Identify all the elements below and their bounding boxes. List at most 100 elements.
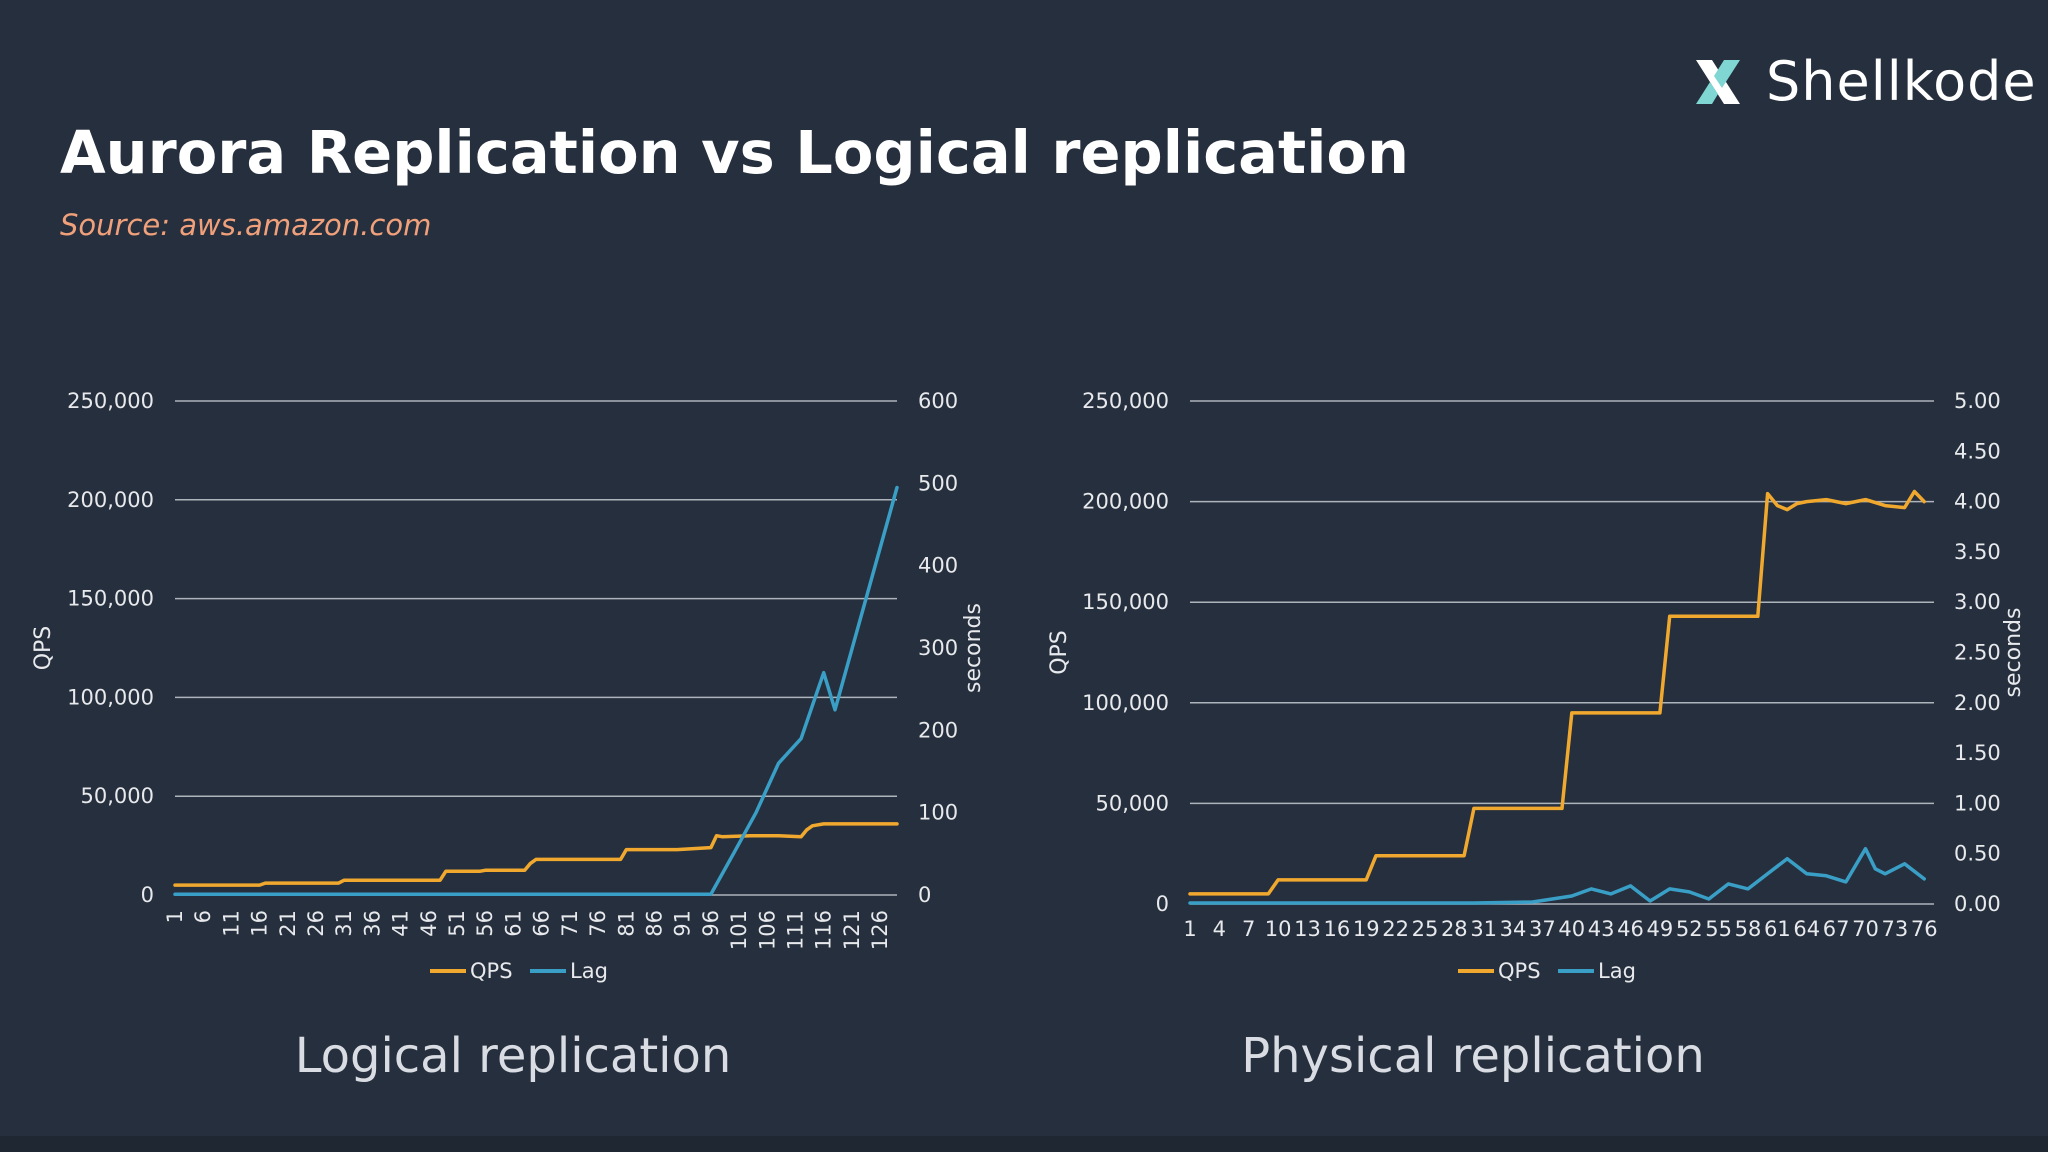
x-tick-label: 25 — [1412, 917, 1439, 941]
x-tick-label: 76 — [586, 910, 610, 937]
x-tick-label: 58 — [1735, 917, 1762, 941]
y2-tick-label: 2.00 — [1954, 691, 2001, 715]
x-tick-label: 76 — [1911, 917, 1938, 941]
x-tick-label: 6 — [191, 910, 215, 923]
y2-axis-title: seconds — [961, 603, 986, 693]
x-tick-label: 22 — [1382, 917, 1409, 941]
series-line-lag — [173, 485, 899, 896]
y-tick-label: 100,000 — [67, 685, 154, 709]
x-tick-label: 16 — [1323, 917, 1350, 941]
legend-label: Lag — [1598, 959, 1636, 983]
series-line-lag — [1188, 846, 1926, 905]
y-tick-label: 100,000 — [1082, 691, 1169, 715]
x-tick-label: 51 — [445, 910, 469, 937]
y2-tick-label: 1.50 — [1954, 741, 2001, 765]
x-tick-label: 46 — [1617, 917, 1644, 941]
y2-tick-label: 4.50 — [1954, 439, 2001, 463]
x-tick-label: 73 — [1881, 917, 1908, 941]
series-line-qps — [173, 822, 899, 887]
x-tick-label: 49 — [1647, 917, 1674, 941]
x-tick-label: 4 — [1213, 917, 1226, 941]
y2-tick-label: 600 — [918, 389, 958, 413]
x-tick-label: 34 — [1500, 917, 1527, 941]
y-tick-label: 250,000 — [67, 389, 154, 413]
y2-tick-label: 0 — [918, 883, 931, 907]
x-tick-label: 40 — [1558, 917, 1585, 941]
x-tick-label: 116 — [812, 910, 836, 950]
y2-axis-title: seconds — [2001, 608, 2026, 698]
y2-tick-label: 2.50 — [1954, 641, 2001, 665]
x-tick-label: 96 — [699, 910, 723, 937]
x-tick-label: 81 — [614, 910, 638, 937]
y2-tick-label: 200 — [918, 718, 958, 742]
y-tick-label: 250,000 — [1082, 389, 1169, 413]
y2-tick-label: 0.00 — [1954, 892, 2001, 916]
page-title: Aurora Replication vs Logical replicatio… — [60, 118, 1409, 187]
x-tick-label: 61 — [501, 910, 525, 937]
y2-tick-label: 3.50 — [1954, 540, 2001, 564]
y2-tick-label: 500 — [918, 471, 958, 495]
x-tick-label: 10 — [1265, 917, 1292, 941]
brand-logo: Shellkode — [1692, 50, 2037, 114]
page-source: Source: aws.amazon.com — [60, 208, 432, 242]
y-axis-title: QPS — [1047, 630, 1072, 675]
x-tick-label: 106 — [755, 910, 779, 950]
y-tick-label: 50,000 — [1096, 791, 1169, 815]
legend-label: QPS — [470, 959, 513, 983]
x-tick-label: 64 — [1793, 917, 1820, 941]
y-tick-label: 150,000 — [1082, 590, 1169, 614]
y2-tick-label: 100 — [918, 801, 958, 825]
x-tick-label: 19 — [1353, 917, 1380, 941]
x-tick-label: 55 — [1705, 917, 1732, 941]
x-tick-label: 7 — [1242, 917, 1255, 941]
y2-tick-label: 3.00 — [1954, 590, 2001, 614]
x-tick-label: 1 — [163, 910, 187, 923]
x-tick-label: 71 — [558, 910, 582, 937]
physical-chart-caption: Physical replication — [1241, 1028, 1705, 1084]
x-tick-label: 13 — [1294, 917, 1321, 941]
x-tick-label: 43 — [1588, 917, 1615, 941]
x-tick-label: 28 — [1441, 917, 1468, 941]
x-tick-label: 11 — [219, 910, 243, 937]
y2-tick-label: 300 — [918, 636, 958, 660]
x-tick-label: 61 — [1764, 917, 1791, 941]
y2-tick-label: 1.00 — [1954, 791, 2001, 815]
brand-name: Shellkode — [1766, 50, 2037, 113]
y2-tick-label: 400 — [918, 554, 958, 578]
x-tick-label: 52 — [1676, 917, 1703, 941]
y2-tick-label: 4.00 — [1954, 490, 2001, 514]
x-tick-label: 70 — [1852, 917, 1879, 941]
y-tick-label: 200,000 — [1082, 490, 1169, 514]
series-line-qps — [1188, 489, 1926, 896]
x-tick-label: 36 — [360, 910, 384, 937]
x-logo-icon — [1696, 60, 1740, 104]
y-axis-title: QPS — [31, 626, 56, 671]
y-tick-label: 200,000 — [67, 488, 154, 512]
x-tick-label: 41 — [389, 910, 413, 937]
x-tick-label: 56 — [473, 910, 497, 937]
y-tick-label: 0 — [1156, 892, 1169, 916]
logical-chart-caption: Logical replication — [294, 1028, 732, 1084]
y2-tick-label: 0.50 — [1954, 842, 2001, 866]
x-tick-label: 91 — [671, 910, 695, 937]
x-tick-label: 37 — [1529, 917, 1556, 941]
x-tick-label: 1 — [1183, 917, 1196, 941]
x-tick-label: 66 — [530, 910, 554, 937]
x-tick-label: 121 — [840, 910, 864, 950]
y-tick-label: 150,000 — [67, 587, 154, 611]
x-tick-label: 111 — [783, 910, 807, 950]
x-tick-label: 126 — [868, 910, 892, 950]
x-tick-label: 46 — [417, 910, 441, 937]
y2-tick-label: 5.00 — [1954, 389, 2001, 413]
x-tick-label: 67 — [1823, 917, 1850, 941]
x-tick-label: 101 — [727, 910, 751, 950]
x-tick-label: 16 — [248, 910, 272, 937]
bottom-band — [0, 1136, 2048, 1152]
x-tick-label: 26 — [304, 910, 328, 937]
legend-label: QPS — [1498, 959, 1541, 983]
x-tick-label: 21 — [276, 910, 300, 937]
x-tick-label: 31 — [1470, 917, 1497, 941]
y-tick-label: 50,000 — [81, 784, 154, 808]
